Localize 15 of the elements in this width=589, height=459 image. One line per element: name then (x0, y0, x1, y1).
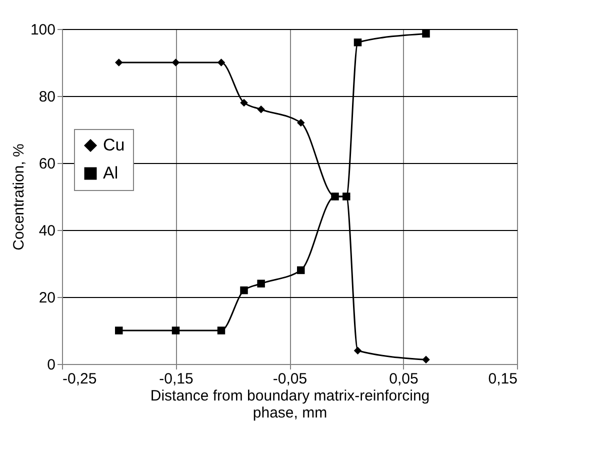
y-tick-label: 80 (38, 88, 56, 106)
y-tick-label: 100 (30, 22, 56, 38)
y-tick-label: 20 (38, 290, 56, 306)
legend-label: Al (103, 164, 118, 182)
x-axis-title: Distance from boundary matrix-reinforcing phase, mm (150, 388, 430, 422)
x-tick-label: 0,15 (488, 370, 518, 388)
x-tick-label: -0,15 (159, 370, 194, 388)
y-axis-title: Cocentration, % (10, 144, 28, 250)
x-tick-label: 0,05 (389, 370, 418, 388)
x-tick-label: -0,25 (62, 370, 97, 388)
legend-label: Cu (103, 136, 125, 154)
y-tick-label: 0 (47, 356, 56, 374)
x-tick-label: -0,05 (272, 370, 308, 388)
y-tick-label: 40 (38, 222, 56, 240)
y-tick-label: 60 (38, 156, 56, 172)
